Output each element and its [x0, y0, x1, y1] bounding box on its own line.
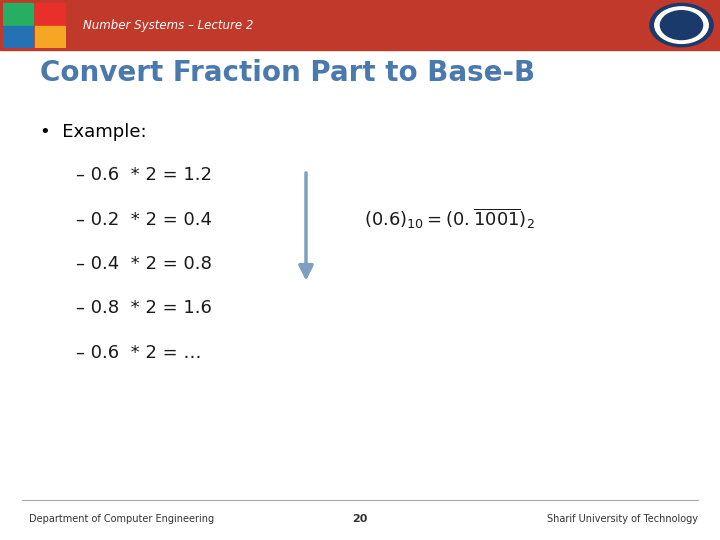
Text: Department of Computer Engineering: Department of Computer Engineering: [29, 515, 214, 524]
Text: •  Example:: • Example:: [40, 123, 146, 141]
Bar: [35, 3, 66, 25]
Text: 20: 20: [352, 515, 368, 524]
Bar: [35, 26, 66, 48]
Circle shape: [660, 11, 703, 39]
Text: – 0.8  * 2 = 1.6: – 0.8 * 2 = 1.6: [76, 299, 212, 318]
Text: Sharif University of Technology: Sharif University of Technology: [547, 515, 698, 524]
Text: – 0.4  * 2 = 0.8: – 0.4 * 2 = 0.8: [76, 255, 212, 273]
Circle shape: [654, 7, 708, 43]
Text: $(0.6)_{10} = (0.\overline{1001})_2$: $(0.6)_{10} = (0.\overline{1001})_2$: [364, 206, 534, 231]
Bar: [3, 3, 33, 25]
Text: – 0.6  * 2 = …: – 0.6 * 2 = …: [76, 343, 201, 362]
Text: – 0.2  * 2 = 0.4: – 0.2 * 2 = 0.4: [76, 211, 212, 229]
Text: Number Systems – Lecture 2: Number Systems – Lecture 2: [83, 18, 253, 32]
Bar: [3, 26, 33, 48]
Text: – 0.6  * 2 = 1.2: – 0.6 * 2 = 1.2: [76, 166, 212, 185]
Bar: [0, 0, 720, 50]
Circle shape: [650, 3, 713, 47]
Text: Convert Fraction Part to Base-B: Convert Fraction Part to Base-B: [40, 59, 535, 87]
